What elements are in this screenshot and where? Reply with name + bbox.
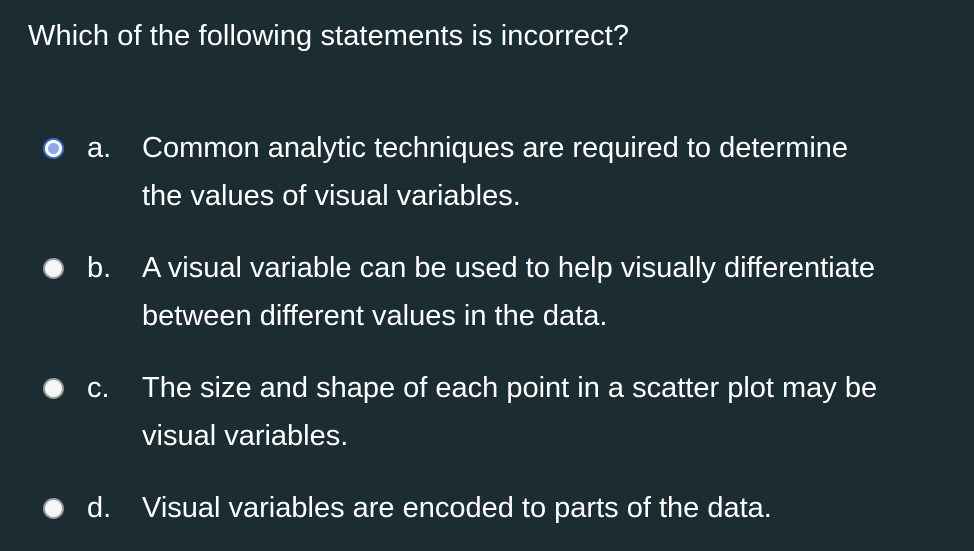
option-c-text: The size and shape of each point in a sc… [142,364,962,460]
option-b-line-2: between different values in the data. [142,300,608,332]
option-d-text: Visual variables are encoded to parts of… [142,484,962,532]
option-c-line-1: The size and shape of each point in a sc… [142,372,878,404]
option-b-line-1: A visual variable can be used to help vi… [142,252,875,284]
option-a-line-1: Common analytic techniques are required … [142,132,849,164]
option-c-line-2: visual variables. [142,420,349,452]
option-d-radio[interactable] [43,498,64,519]
option-b-text: A visual variable can be used to help vi… [142,244,962,340]
option-a-radio[interactable] [43,138,64,159]
option-a-line-2: the values of visual variables. [142,180,521,212]
option-b-radio[interactable] [43,258,64,279]
option-d-letter: d. [87,492,112,524]
option-c-radio[interactable] [43,378,64,399]
question-text: Which of the following statements is inc… [28,20,630,52]
option-a-letter: a. [87,132,112,164]
option-c-letter: c. [87,372,110,404]
option-a-text: Common analytic techniques are required … [142,124,962,220]
option-d-line-1: Visual variables are encoded to parts of… [142,492,772,524]
option-b-letter: b. [87,252,112,284]
